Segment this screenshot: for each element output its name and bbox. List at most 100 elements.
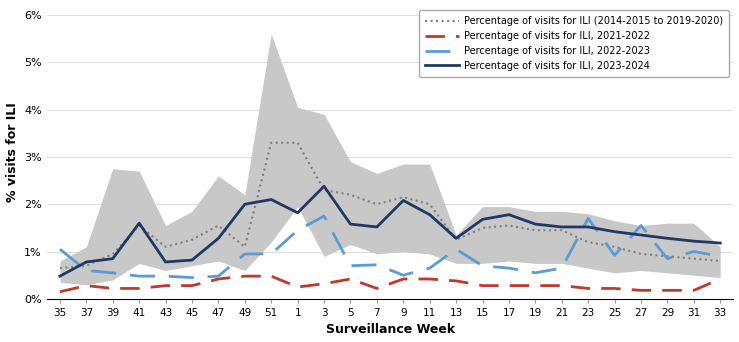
Percentage of visits for ILI, 2023-2024 <box>134 221 143 225</box>
Percentage of visits for ILI, 2023-2024 <box>240 202 249 206</box>
Percentage of visits for ILI, 2022-2023 <box>584 216 593 221</box>
Percentage of visits for ILI, 2021-2022 <box>372 286 381 290</box>
Percentage of visits for ILI, 2022-2023 <box>531 271 539 275</box>
Percentage of visits for ILI, 2022-2023 <box>214 274 223 278</box>
Percentage of visits for ILI, 2022-2023 <box>320 214 329 218</box>
Percentage of visits for ILI, 2023-2024 <box>636 233 645 237</box>
Percentage of visits for ILI (2014-2015 to 2019-2020) <box>584 240 593 244</box>
Percentage of visits for ILI, 2023-2024 <box>689 239 698 243</box>
Percentage of visits for ILI (2014-2015 to 2019-2020) <box>214 223 223 227</box>
Percentage of visits for ILI, 2023-2024 <box>372 225 381 229</box>
Percentage of visits for ILI, 2022-2023 <box>161 274 170 278</box>
Percentage of visits for ILI, 2022-2023 <box>425 266 434 270</box>
Percentage of visits for ILI, 2021-2022 <box>584 286 593 290</box>
Percentage of visits for ILI (2014-2015 to 2019-2020) <box>399 195 408 199</box>
Percentage of visits for ILI, 2023-2024 <box>109 256 118 261</box>
Percentage of visits for ILI, 2022-2023 <box>346 264 355 268</box>
Percentage of visits for ILI, 2021-2022 <box>663 288 672 292</box>
Percentage of visits for ILI, 2021-2022 <box>161 284 170 288</box>
Percentage of visits for ILI, 2021-2022 <box>82 284 91 288</box>
Percentage of visits for ILI, 2021-2022 <box>293 285 302 289</box>
Percentage of visits for ILI, 2021-2022 <box>267 274 276 278</box>
Percentage of visits for ILI, 2023-2024 <box>531 222 539 226</box>
Percentage of visits for ILI (2014-2015 to 2019-2020) <box>109 252 118 256</box>
Percentage of visits for ILI (2014-2015 to 2019-2020) <box>689 256 698 261</box>
Percentage of visits for ILI (2014-2015 to 2019-2020) <box>610 245 619 249</box>
Percentage of visits for ILI, 2021-2022 <box>689 288 698 292</box>
Percentage of visits for ILI, 2022-2023 <box>134 274 143 278</box>
Percentage of visits for ILI (2014-2015 to 2019-2020) <box>425 202 434 206</box>
Percentage of visits for ILI (2014-2015 to 2019-2020) <box>716 259 725 263</box>
Percentage of visits for ILI, 2022-2023 <box>372 263 381 267</box>
Percentage of visits for ILI (2014-2015 to 2019-2020) <box>134 223 143 227</box>
Percentage of visits for ILI, 2023-2024 <box>346 222 355 226</box>
Percentage of visits for ILI, 2023-2024 <box>716 241 725 245</box>
Percentage of visits for ILI, 2021-2022 <box>109 286 118 290</box>
Percentage of visits for ILI, 2021-2022 <box>557 284 566 288</box>
Percentage of visits for ILI, 2021-2022 <box>346 277 355 281</box>
Line: Percentage of visits for ILI (2014-2015 to 2019-2020): Percentage of visits for ILI (2014-2015 … <box>60 143 721 268</box>
Percentage of visits for ILI (2014-2015 to 2019-2020) <box>636 252 645 256</box>
Percentage of visits for ILI, 2023-2024 <box>610 229 619 234</box>
Percentage of visits for ILI, 2023-2024 <box>320 184 329 188</box>
Line: Percentage of visits for ILI, 2023-2024: Percentage of visits for ILI, 2023-2024 <box>60 186 721 276</box>
Percentage of visits for ILI (2014-2015 to 2019-2020) <box>478 226 487 230</box>
Y-axis label: % visits for ILI: % visits for ILI <box>6 102 18 202</box>
Percentage of visits for ILI, 2021-2022 <box>214 277 223 281</box>
Percentage of visits for ILI (2014-2015 to 2019-2020) <box>346 193 355 197</box>
Percentage of visits for ILI, 2022-2023 <box>478 264 487 268</box>
Percentage of visits for ILI, 2023-2024 <box>82 260 91 264</box>
Percentage of visits for ILI, 2021-2022 <box>452 279 460 283</box>
Percentage of visits for ILI, 2022-2023 <box>452 247 460 251</box>
Percentage of visits for ILI, 2023-2024 <box>425 213 434 217</box>
Percentage of visits for ILI, 2023-2024 <box>267 197 276 201</box>
Percentage of visits for ILI, 2021-2022 <box>716 277 725 281</box>
Percentage of visits for ILI, 2021-2022 <box>531 284 539 288</box>
Percentage of visits for ILI, 2021-2022 <box>55 290 64 294</box>
Percentage of visits for ILI, 2021-2022 <box>188 284 197 288</box>
Percentage of visits for ILI, 2022-2023 <box>55 247 64 251</box>
X-axis label: Surveillance Week: Surveillance Week <box>325 324 454 337</box>
Percentage of visits for ILI (2014-2015 to 2019-2020) <box>320 188 329 192</box>
Percentage of visits for ILI, 2023-2024 <box>663 236 672 240</box>
Percentage of visits for ILI, 2022-2023 <box>610 253 619 258</box>
Percentage of visits for ILI, 2023-2024 <box>293 211 302 215</box>
Percentage of visits for ILI (2014-2015 to 2019-2020) <box>531 228 539 232</box>
Percentage of visits for ILI, 2023-2024 <box>188 258 197 262</box>
Line: Percentage of visits for ILI, 2022-2023: Percentage of visits for ILI, 2022-2023 <box>60 216 721 278</box>
Percentage of visits for ILI, 2022-2023 <box>109 271 118 275</box>
Line: Percentage of visits for ILI, 2021-2022: Percentage of visits for ILI, 2021-2022 <box>60 276 721 292</box>
Percentage of visits for ILI, 2023-2024 <box>399 198 408 202</box>
Percentage of visits for ILI, 2022-2023 <box>557 266 566 270</box>
Percentage of visits for ILI, 2021-2022 <box>478 284 487 288</box>
Percentage of visits for ILI (2014-2015 to 2019-2020) <box>188 238 197 242</box>
Percentage of visits for ILI (2014-2015 to 2019-2020) <box>161 245 170 249</box>
Percentage of visits for ILI (2014-2015 to 2019-2020) <box>452 238 460 242</box>
Percentage of visits for ILI (2014-2015 to 2019-2020) <box>267 141 276 145</box>
Percentage of visits for ILI (2014-2015 to 2019-2020) <box>293 141 302 145</box>
Percentage of visits for ILI, 2022-2023 <box>636 223 645 227</box>
Percentage of visits for ILI (2014-2015 to 2019-2020) <box>240 245 249 249</box>
Percentage of visits for ILI, 2021-2022 <box>240 274 249 278</box>
Percentage of visits for ILI (2014-2015 to 2019-2020) <box>663 254 672 258</box>
Percentage of visits for ILI, 2021-2022 <box>134 286 143 290</box>
Percentage of visits for ILI, 2023-2024 <box>505 213 514 217</box>
Percentage of visits for ILI (2014-2015 to 2019-2020) <box>557 228 566 232</box>
Percentage of visits for ILI, 2022-2023 <box>293 228 302 232</box>
Percentage of visits for ILI, 2021-2022 <box>610 286 619 290</box>
Percentage of visits for ILI, 2023-2024 <box>452 236 460 240</box>
Percentage of visits for ILI, 2022-2023 <box>399 273 408 277</box>
Percentage of visits for ILI (2014-2015 to 2019-2020) <box>55 266 64 270</box>
Percentage of visits for ILI (2014-2015 to 2019-2020) <box>372 202 381 206</box>
Percentage of visits for ILI, 2023-2024 <box>161 260 170 264</box>
Percentage of visits for ILI, 2022-2023 <box>188 276 197 280</box>
Percentage of visits for ILI, 2023-2024 <box>214 236 223 240</box>
Percentage of visits for ILI, 2023-2024 <box>55 274 64 278</box>
Percentage of visits for ILI, 2022-2023 <box>663 256 672 261</box>
Percentage of visits for ILI, 2021-2022 <box>636 288 645 292</box>
Percentage of visits for ILI, 2022-2023 <box>82 268 91 273</box>
Percentage of visits for ILI, 2022-2023 <box>505 266 514 270</box>
Percentage of visits for ILI, 2023-2024 <box>557 225 566 229</box>
Percentage of visits for ILI, 2023-2024 <box>478 217 487 221</box>
Percentage of visits for ILI (2014-2015 to 2019-2020) <box>82 264 91 268</box>
